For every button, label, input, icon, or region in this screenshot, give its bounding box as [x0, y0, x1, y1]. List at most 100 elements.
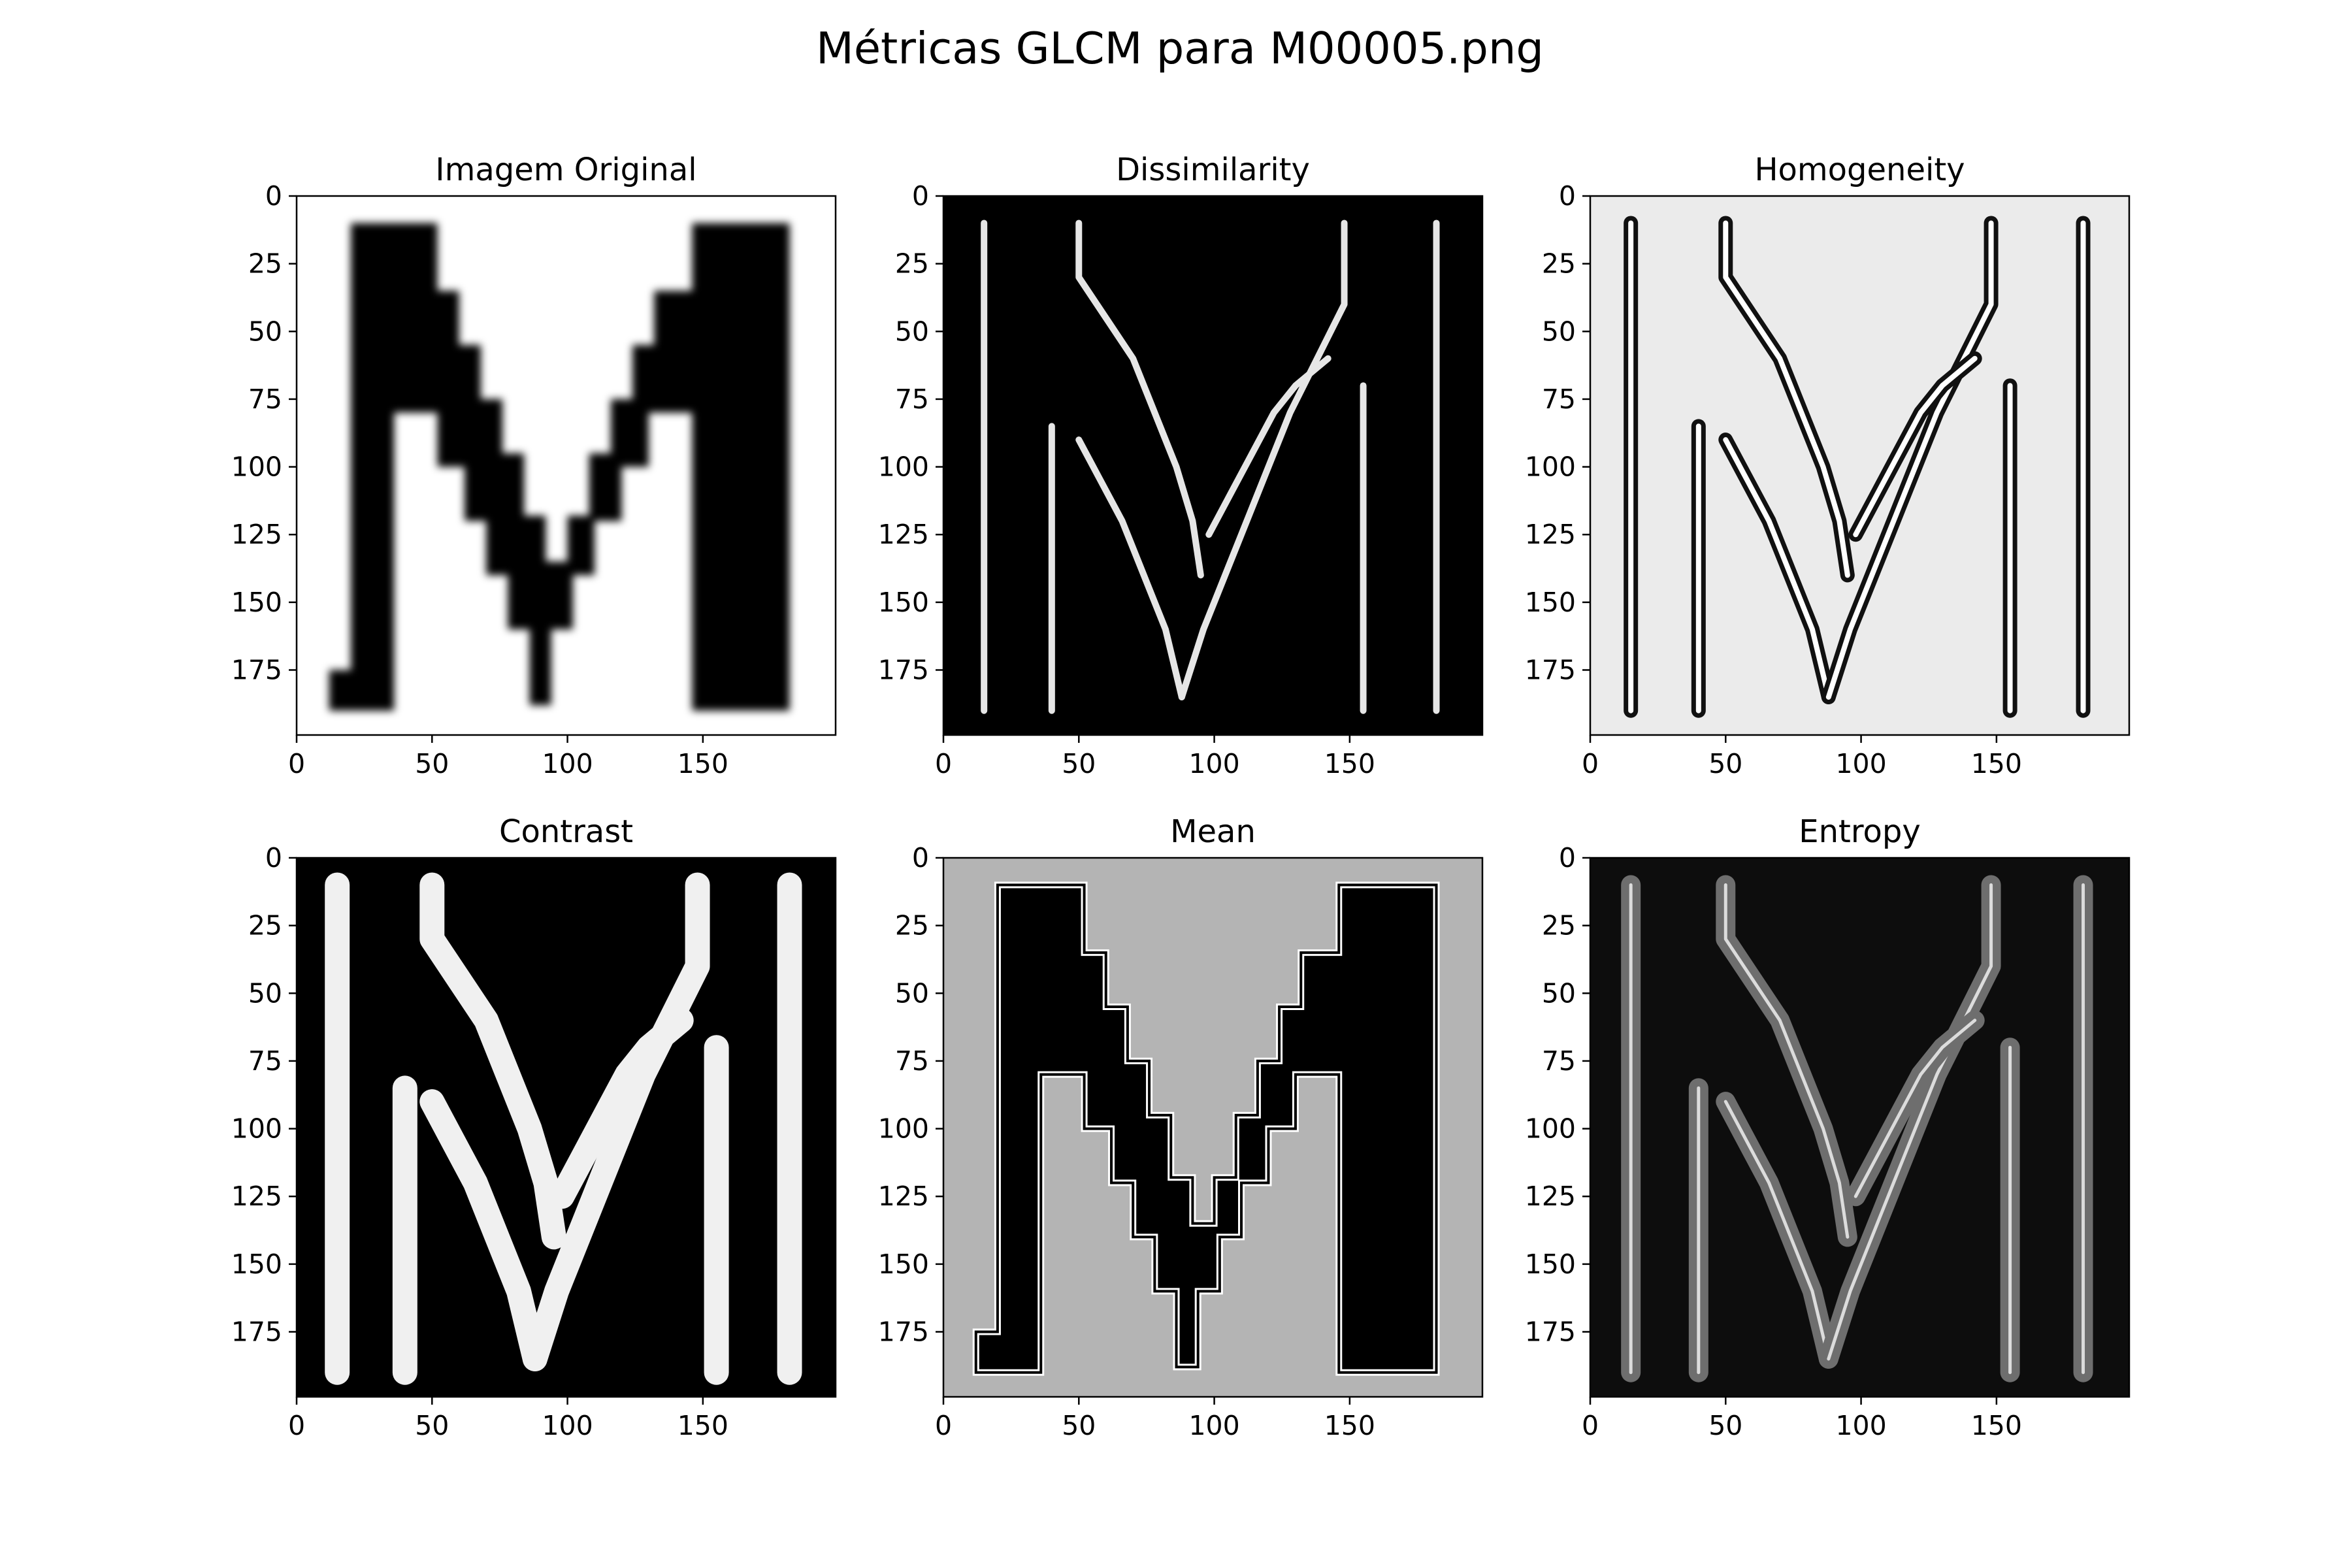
x-tick-label: 50: [1062, 1410, 1096, 1441]
y-tick-label: 75: [248, 384, 282, 415]
x-tick-label: 0: [288, 748, 305, 779]
axes-frame: [1589, 857, 2131, 1398]
y-tick-label: 125: [231, 519, 282, 550]
image-background: [1590, 196, 2129, 735]
y-tick-label: 75: [895, 1045, 929, 1077]
y-tick-label: 100: [878, 451, 929, 483]
texture-stroke: [1205, 355, 1331, 538]
texture-stroke-core: [1723, 1100, 1831, 1361]
panel-dissimilarity: Dissimilarity 0 50 100 150 0 25 50 75 100 125 150 17…: [878, 152, 1484, 779]
x-tick-label: 50: [1708, 1410, 1742, 1441]
x-tick-label: 50: [1062, 748, 1096, 779]
heatmap-image: [1590, 196, 2129, 735]
texture-stroke: [419, 872, 566, 1250]
panel-title: Dissimilarity: [1116, 152, 1310, 188]
x-tick-label: 0: [1582, 748, 1599, 779]
x-tick-label: 100: [1835, 748, 1886, 779]
texture-stroke: [549, 1007, 694, 1209]
y-tick-label: 100: [231, 451, 282, 483]
y-tick-label: 175: [1525, 655, 1576, 686]
y-tick-label: 125: [231, 1181, 282, 1212]
y-tick-label: 25: [1542, 910, 1576, 941]
x-tick-label: 50: [415, 748, 449, 779]
panel-title: Homogeneity: [1754, 152, 1965, 188]
heatmap-image: [297, 196, 836, 735]
y-tick-label: 125: [878, 519, 929, 550]
y-tick-label: 125: [1525, 519, 1576, 550]
glyph-shape: [975, 885, 1437, 1373]
panel-title: Entropy: [1799, 813, 1921, 850]
heatmap-image: [297, 858, 836, 1397]
panel-title: Mean: [1170, 813, 1256, 850]
x-tick-label: 150: [1324, 748, 1375, 779]
y-tick-label: 25: [895, 910, 929, 941]
y-tick-label: 100: [1525, 451, 1576, 483]
texture-stroke-core: [1825, 220, 1994, 700]
y-tick-label: 25: [248, 910, 282, 941]
y-tick-label: 175: [231, 655, 282, 686]
y-tick-label: 50: [895, 977, 929, 1009]
y-tick-label: 150: [1525, 587, 1576, 618]
y-tick-label: 75: [1542, 1045, 1576, 1077]
y-tick-label: 50: [248, 977, 282, 1009]
y-tick-label: 100: [231, 1113, 282, 1145]
panels-container: Imagem Original 0 50 100 150 0 25 50 75 100 125 150…: [231, 152, 2131, 1441]
x-tick-label: 0: [935, 1410, 952, 1441]
y-tick-label: 150: [878, 587, 929, 618]
panel-title: Imagem Original: [435, 152, 696, 188]
texture-stroke: [1178, 220, 1348, 700]
panel-homogeneity: Homogeneity 0 50 100 150 0 25 50 75 100 125 150 175: [1525, 152, 2131, 779]
heatmap-image: [943, 858, 1482, 1397]
heatmap-image: [1590, 858, 2129, 1397]
x-tick-label: 50: [415, 1410, 449, 1441]
x-tick-label: 100: [1188, 1410, 1239, 1441]
y-tick-label: 50: [1542, 977, 1576, 1009]
y-tick-label: 150: [231, 587, 282, 618]
y-tick-label: 125: [878, 1181, 929, 1212]
y-tick-label: 0: [1559, 842, 1576, 874]
axes-frame: [1589, 195, 2131, 736]
y-tick-label: 0: [265, 180, 282, 212]
x-tick-label: 0: [935, 748, 952, 779]
y-tick-label: 75: [1542, 384, 1576, 415]
panel-imagem-original: Imagem Original 0 50 100 150 0 25 50 75 100 125 150…: [231, 152, 837, 779]
axes-frame: [295, 857, 837, 1398]
y-tick-label: 25: [1542, 248, 1576, 280]
texture-stroke-core: [1827, 883, 1993, 1361]
axes-frame: [942, 195, 1484, 736]
texture-stroke-core: [1723, 883, 1850, 1239]
texture-stroke-core: [1853, 355, 1978, 538]
x-tick-label: 150: [1971, 1410, 2022, 1441]
y-tick-label: 75: [895, 384, 929, 415]
y-tick-label: 50: [248, 316, 282, 347]
x-tick-label: 150: [678, 748, 728, 779]
axes-frame: [295, 195, 837, 736]
x-tick-label: 100: [542, 748, 593, 779]
y-tick-label: 75: [248, 1045, 282, 1077]
texture-stroke-core: [1723, 437, 1831, 700]
y-tick-label: 125: [1525, 1181, 1576, 1212]
y-tick-label: 150: [878, 1249, 929, 1280]
x-tick-label: 150: [1324, 1410, 1375, 1441]
y-tick-label: 50: [1542, 316, 1576, 347]
y-tick-label: 175: [231, 1316, 282, 1348]
heatmap-image: [943, 196, 1482, 735]
panel-entropy: Entropy 0 50 100 150 0 25 50 75 100 125 150 175: [1525, 813, 2131, 1441]
y-tick-label: 175: [878, 655, 929, 686]
texture-stroke: [522, 872, 710, 1371]
y-tick-label: 0: [912, 842, 929, 874]
glyph-edge-inner: [974, 883, 1438, 1374]
y-tick-label: 175: [878, 1316, 929, 1348]
y-tick-label: 150: [1525, 1249, 1576, 1280]
x-tick-label: 100: [1188, 748, 1239, 779]
x-tick-label: 0: [288, 1410, 305, 1441]
texture-stroke-core: [1854, 1019, 1977, 1198]
y-tick-label: 0: [1559, 180, 1576, 212]
x-tick-label: 150: [678, 1410, 728, 1441]
texture-stroke: [1075, 220, 1204, 579]
glyph-shape: [329, 223, 790, 711]
texture-stroke-core: [1723, 220, 1850, 578]
image-background: [1590, 858, 2129, 1397]
image-background: [943, 196, 1482, 735]
figure-title: Métricas GLCM para M00005.png: [816, 23, 1544, 74]
